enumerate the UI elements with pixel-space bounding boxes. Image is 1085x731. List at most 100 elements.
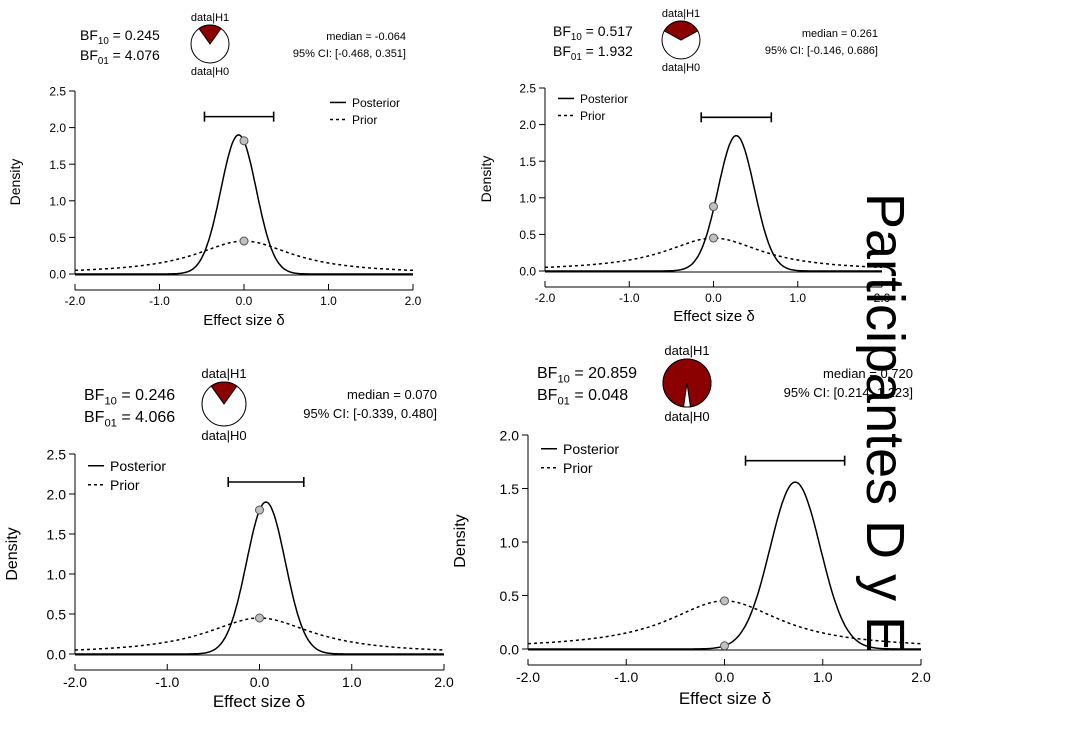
y-tick-label: 1.0 xyxy=(519,191,536,205)
bf01-label: BF01 = 4.076 xyxy=(80,47,160,67)
y-tick-label: 2.0 xyxy=(47,486,67,502)
y-tick-label: 2.0 xyxy=(49,121,66,135)
legend-prior-label: Prior xyxy=(563,460,593,476)
pie-h1-slice xyxy=(198,24,222,45)
y-tick-label: 0.5 xyxy=(49,231,66,245)
posterior-curve xyxy=(75,134,413,275)
y-tick-label: 0.0 xyxy=(49,268,66,282)
density-point xyxy=(709,202,718,212)
y-tick-label: 1.5 xyxy=(49,158,66,172)
posterior-curve xyxy=(75,501,444,655)
x-tick-label: -2.0 xyxy=(63,674,87,690)
x-tick-label: -1.0 xyxy=(614,669,638,685)
ci-text: 95% CI: [0.214, 1.223] xyxy=(784,385,913,400)
median-text: median = 0.070 xyxy=(347,387,437,402)
pie-label-h1: data|H1 xyxy=(662,8,700,20)
density-point xyxy=(239,136,249,146)
ci-text: 95% CI: [-0.339, 0.480] xyxy=(303,406,437,421)
x-tick-label: -2.0 xyxy=(65,294,86,308)
x-tick-label: 2.0 xyxy=(405,294,422,308)
density-point xyxy=(709,233,718,243)
y-tick-label: 2.0 xyxy=(500,427,520,443)
prior-curve xyxy=(545,237,882,269)
y-tick-label: 0.5 xyxy=(519,228,536,242)
x-tick-label: 1.0 xyxy=(813,669,833,685)
legend-prior-label: Prior xyxy=(352,113,377,127)
pie-label-h1: data|H1 xyxy=(664,343,709,358)
y-axis-label: Density xyxy=(7,159,23,206)
y-tick-label: 1.0 xyxy=(47,566,67,582)
bf10-label: BF10 = 0.517 xyxy=(553,23,633,43)
x-axis-label: Effect size δ xyxy=(213,692,305,711)
y-tick-label: 2.5 xyxy=(519,82,536,96)
bf10-label: BF10 = 20.859 xyxy=(537,365,637,385)
y-tick-label: 2.5 xyxy=(47,446,67,462)
legend-posterior-label: Posterior xyxy=(110,458,166,474)
ci-text: 95% CI: [-0.468, 0.351] xyxy=(293,48,406,60)
legend-prior-label: Prior xyxy=(110,477,140,493)
pie-label-h0: data|H0 xyxy=(191,66,229,78)
bf01-label: BF01 = 4.066 xyxy=(84,409,175,429)
pie-label-h0: data|H0 xyxy=(664,409,709,424)
legend-posterior-label: Posterior xyxy=(563,441,619,457)
x-tick-label: 1.0 xyxy=(789,291,806,305)
y-tick-label: 2.5 xyxy=(49,85,66,99)
median-text: median = 0.261 xyxy=(802,28,878,40)
legend-posterior-label: Posterior xyxy=(580,92,628,106)
density-point xyxy=(239,236,249,246)
x-tick-label: -2.0 xyxy=(516,669,540,685)
x-tick-label: 2.0 xyxy=(911,669,931,685)
x-tick-label: 0.0 xyxy=(715,669,735,685)
x-tick-label: 0.0 xyxy=(705,291,722,305)
side-title: Participantes D y E xyxy=(855,193,915,653)
pie-label-h1: data|H1 xyxy=(201,366,246,381)
density-point xyxy=(720,596,729,606)
median-text: median = -0.064 xyxy=(326,31,406,43)
x-tick-label: -1.0 xyxy=(149,294,170,308)
x-tick-label: 0.0 xyxy=(250,674,270,690)
legend-prior-label: Prior xyxy=(580,109,605,123)
x-axis-label: Effect size δ xyxy=(203,312,284,329)
x-tick-label: 0.0 xyxy=(236,294,253,308)
median-text: median = 0.720 xyxy=(823,366,913,381)
y-axis-label: Density xyxy=(4,527,21,580)
y-tick-label: 2.0 xyxy=(519,118,536,132)
y-axis-label: Density xyxy=(478,156,494,203)
bf01-label: BF01 = 0.048 xyxy=(537,387,628,407)
y-tick-label: 0.5 xyxy=(47,606,67,622)
y-tick-label: 0.0 xyxy=(500,641,520,657)
ci-text: 95% CI: [-0.146, 0.686] xyxy=(765,45,878,57)
x-axis-label: Effect size δ xyxy=(673,308,754,325)
x-tick-label: 1.0 xyxy=(320,294,337,308)
bf10-label: BF10 = 0.246 xyxy=(84,387,175,407)
y-tick-label: 1.0 xyxy=(49,194,66,208)
pie-h1-slice xyxy=(210,381,238,405)
x-tick-label: 1.0 xyxy=(342,674,362,690)
x-tick-label: 2.0 xyxy=(874,291,891,305)
prior-curve xyxy=(74,617,445,651)
y-tick-label: 1.0 xyxy=(500,534,520,550)
pie-label-h0: data|H0 xyxy=(662,62,700,74)
x-tick-label: -2.0 xyxy=(535,291,556,305)
y-tick-label: 1.5 xyxy=(47,526,67,542)
pie-label-h0: data|H0 xyxy=(201,428,246,443)
y-tick-label: 0.0 xyxy=(47,646,67,662)
pie-h1-slice xyxy=(663,20,699,41)
y-tick-label: 0.0 xyxy=(519,265,536,279)
x-axis-label: Effect size δ xyxy=(679,689,771,708)
y-tick-label: 1.5 xyxy=(519,155,536,169)
y-tick-label: 0.5 xyxy=(500,588,520,604)
legend-posterior-label: Posterior xyxy=(352,96,400,110)
y-axis-label: Density xyxy=(452,514,469,567)
y-tick-label: 1.5 xyxy=(500,481,520,497)
bf01-label: BF01 = 1.932 xyxy=(553,43,633,63)
density-point xyxy=(255,505,264,515)
pie-label-h1: data|H1 xyxy=(191,12,229,24)
density-point xyxy=(255,613,264,623)
x-tick-label: -1.0 xyxy=(619,291,640,305)
